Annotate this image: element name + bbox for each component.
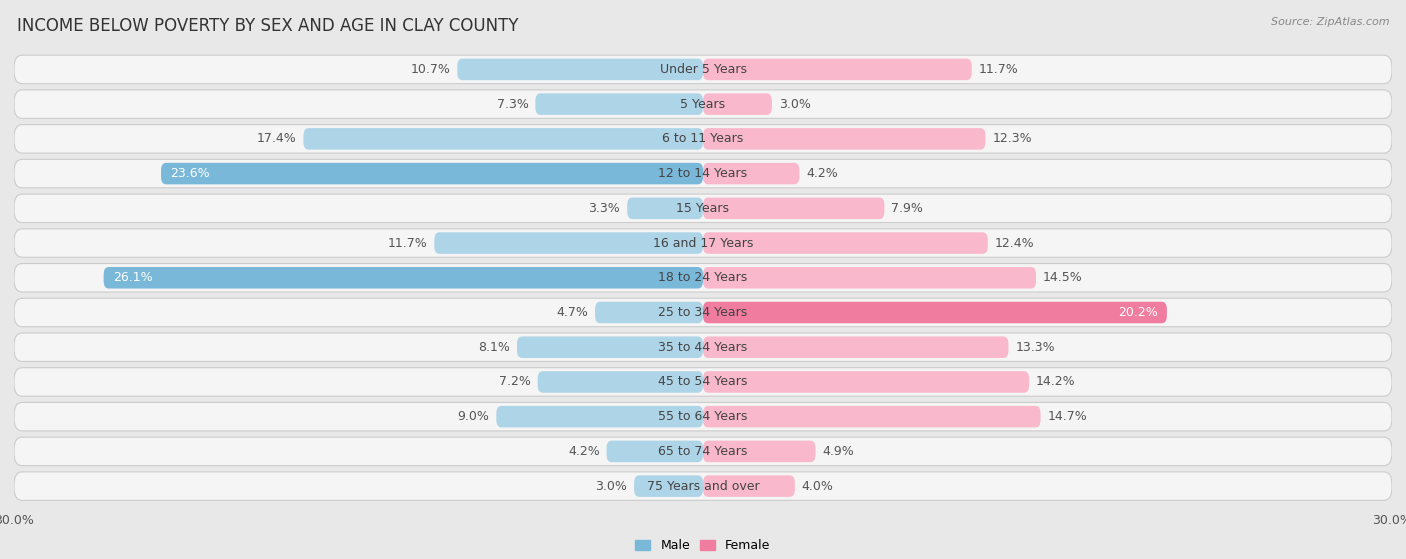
FancyBboxPatch shape [703, 440, 815, 462]
Text: 4.2%: 4.2% [807, 167, 838, 180]
Text: 45 to 54 Years: 45 to 54 Years [658, 376, 748, 389]
FancyBboxPatch shape [14, 333, 1392, 362]
Text: 4.2%: 4.2% [568, 445, 599, 458]
Text: 3.0%: 3.0% [595, 480, 627, 492]
Text: 25 to 34 Years: 25 to 34 Years [658, 306, 748, 319]
Text: 14.2%: 14.2% [1036, 376, 1076, 389]
FancyBboxPatch shape [14, 159, 1392, 188]
FancyBboxPatch shape [14, 263, 1392, 292]
FancyBboxPatch shape [703, 267, 1036, 288]
FancyBboxPatch shape [14, 299, 1392, 326]
Text: 12.4%: 12.4% [994, 236, 1035, 249]
Text: 3.0%: 3.0% [779, 98, 811, 111]
FancyBboxPatch shape [703, 163, 800, 184]
FancyBboxPatch shape [537, 371, 703, 393]
Text: 7.2%: 7.2% [499, 376, 531, 389]
FancyBboxPatch shape [434, 233, 703, 254]
FancyBboxPatch shape [14, 368, 1392, 396]
FancyBboxPatch shape [703, 59, 972, 80]
Text: Source: ZipAtlas.com: Source: ZipAtlas.com [1271, 17, 1389, 27]
Text: 7.3%: 7.3% [496, 98, 529, 111]
Text: INCOME BELOW POVERTY BY SEX AND AGE IN CLAY COUNTY: INCOME BELOW POVERTY BY SEX AND AGE IN C… [17, 17, 519, 35]
FancyBboxPatch shape [14, 229, 1392, 257]
Text: 11.7%: 11.7% [979, 63, 1018, 76]
Text: 14.7%: 14.7% [1047, 410, 1087, 423]
FancyBboxPatch shape [634, 475, 703, 497]
Text: 55 to 64 Years: 55 to 64 Years [658, 410, 748, 423]
Text: 8.1%: 8.1% [478, 341, 510, 354]
Text: 14.5%: 14.5% [1043, 271, 1083, 285]
FancyBboxPatch shape [627, 197, 703, 219]
Text: 35 to 44 Years: 35 to 44 Years [658, 341, 748, 354]
Text: 4.9%: 4.9% [823, 445, 855, 458]
FancyBboxPatch shape [703, 337, 1008, 358]
Legend: Male, Female: Male, Female [630, 534, 776, 557]
FancyBboxPatch shape [517, 337, 703, 358]
Text: 12 to 14 Years: 12 to 14 Years [658, 167, 748, 180]
Text: 5 Years: 5 Years [681, 98, 725, 111]
FancyBboxPatch shape [703, 371, 1029, 393]
FancyBboxPatch shape [703, 128, 986, 150]
Text: 6 to 11 Years: 6 to 11 Years [662, 132, 744, 145]
FancyBboxPatch shape [14, 194, 1392, 222]
Text: 23.6%: 23.6% [170, 167, 209, 180]
FancyBboxPatch shape [703, 475, 794, 497]
Text: 16 and 17 Years: 16 and 17 Years [652, 236, 754, 249]
Text: 13.3%: 13.3% [1015, 341, 1054, 354]
Text: 9.0%: 9.0% [457, 410, 489, 423]
FancyBboxPatch shape [14, 472, 1392, 500]
FancyBboxPatch shape [496, 406, 703, 428]
FancyBboxPatch shape [14, 55, 1392, 84]
FancyBboxPatch shape [703, 233, 988, 254]
FancyBboxPatch shape [104, 267, 703, 288]
Text: 26.1%: 26.1% [112, 271, 152, 285]
FancyBboxPatch shape [14, 402, 1392, 431]
FancyBboxPatch shape [606, 440, 703, 462]
Text: 12.3%: 12.3% [993, 132, 1032, 145]
FancyBboxPatch shape [162, 163, 703, 184]
FancyBboxPatch shape [703, 93, 772, 115]
Text: 15 Years: 15 Years [676, 202, 730, 215]
Text: 11.7%: 11.7% [388, 236, 427, 249]
Text: 4.7%: 4.7% [557, 306, 588, 319]
FancyBboxPatch shape [457, 59, 703, 80]
FancyBboxPatch shape [703, 302, 1167, 323]
Text: 20.2%: 20.2% [1118, 306, 1157, 319]
Text: 4.0%: 4.0% [801, 480, 834, 492]
Text: 3.3%: 3.3% [589, 202, 620, 215]
Text: 75 Years and over: 75 Years and over [647, 480, 759, 492]
Text: 10.7%: 10.7% [411, 63, 450, 76]
FancyBboxPatch shape [595, 302, 703, 323]
FancyBboxPatch shape [14, 90, 1392, 119]
Text: 17.4%: 17.4% [257, 132, 297, 145]
Text: 7.9%: 7.9% [891, 202, 924, 215]
Text: 65 to 74 Years: 65 to 74 Years [658, 445, 748, 458]
FancyBboxPatch shape [536, 93, 703, 115]
FancyBboxPatch shape [14, 125, 1392, 153]
Text: 18 to 24 Years: 18 to 24 Years [658, 271, 748, 285]
Text: Under 5 Years: Under 5 Years [659, 63, 747, 76]
FancyBboxPatch shape [304, 128, 703, 150]
FancyBboxPatch shape [703, 197, 884, 219]
FancyBboxPatch shape [703, 406, 1040, 428]
FancyBboxPatch shape [14, 437, 1392, 466]
